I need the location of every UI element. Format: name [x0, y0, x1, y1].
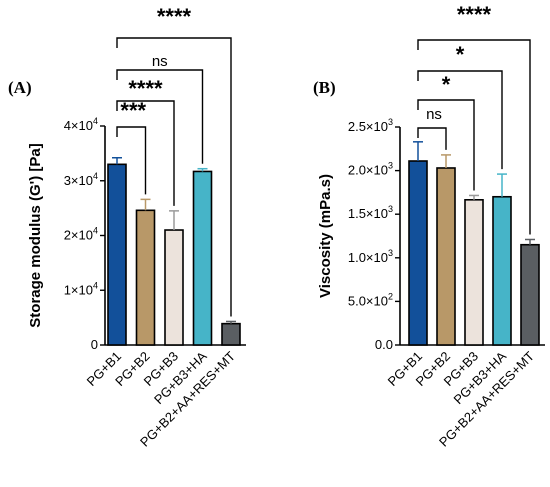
significance-bracket-4: [417, 39, 531, 235]
significance-label-2: ****: [128, 76, 163, 101]
y-tick-label: 3×104: [64, 171, 98, 188]
significance-bracket-3: [116, 69, 204, 164]
panel-label: (B): [313, 78, 336, 97]
y-tick-label: 0.0: [375, 337, 393, 352]
significance-label-4: ****: [457, 2, 492, 27]
significance-label-3: *: [456, 42, 465, 67]
y-tick-label: 2.5×103: [348, 117, 393, 134]
bar-1: [107, 163, 127, 346]
bar-1: [408, 160, 428, 346]
y-tick-label: 2×104: [64, 226, 98, 243]
bar-2: [135, 209, 156, 346]
y-tick-label: 5.0×102: [348, 291, 393, 308]
significance-label-1: ns: [426, 106, 442, 123]
bar-5: [221, 322, 241, 346]
bar-4: [492, 195, 512, 346]
y-tick-label: 1.5×103: [348, 204, 393, 221]
bar-5: [520, 243, 540, 346]
significance-bracket-1: [116, 126, 147, 195]
significance-label-4: ****: [157, 4, 192, 29]
significance-bracket-1: [417, 127, 447, 150]
significance-label-2: *: [442, 72, 451, 97]
significance-label-1: ***: [120, 98, 146, 123]
y-axis-title: Storage modulus (G') [Pa]: [27, 143, 44, 327]
y-tick-label: 1×104: [64, 280, 98, 297]
significance-bracket-2: [116, 100, 175, 206]
panel-label: (A): [8, 78, 32, 97]
y-tick-label: 1.0×103: [348, 248, 393, 265]
significance-bracket-4: [116, 37, 232, 317]
chart-panel-b: (B) 0.0 5.0×102 1.0×103 1.5×103 2.0×103 2.5×10…: [313, 2, 545, 450]
y-tick-label: 0: [91, 337, 98, 352]
bar-3: [464, 199, 484, 346]
chart-panel-a: (A) 0 1×104 2×104 3×104 4×104 Storage modulus …: [8, 4, 246, 450]
significance-bracket-3: [417, 70, 503, 170]
significance-bracket-2: [417, 99, 475, 191]
y-tick-label: 2.0×103: [348, 161, 393, 178]
y-axis-title: Viscosity (mPa.s): [317, 174, 334, 298]
bar-4: [192, 170, 213, 346]
significance-label-3: ns: [152, 53, 168, 70]
y-tick-label: 4×104: [64, 116, 98, 133]
bar-2: [436, 167, 456, 346]
bar-3: [164, 229, 184, 346]
